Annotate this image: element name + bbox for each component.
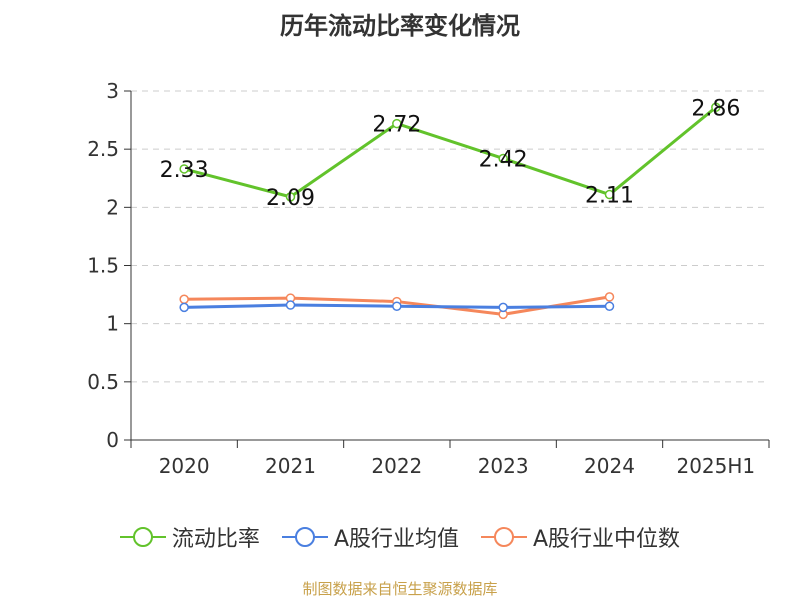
- x-tick-label: 2020: [159, 454, 210, 478]
- y-tick-label: 1: [106, 312, 119, 336]
- data-label: 2.09: [266, 186, 315, 211]
- legend-item[interactable]: 流动比率: [119, 521, 260, 553]
- source-note: 制图数据来自恒生聚源数据库: [302, 580, 498, 598]
- data-point: [179, 164, 189, 174]
- data-point: [498, 302, 508, 313]
- data-label: 2.86: [691, 96, 740, 121]
- legend-swatch-icon: [481, 527, 527, 547]
- legend: 流动比率 A股行业均值 A股行业中位数: [0, 520, 800, 554]
- x-tick-label: 2024: [584, 454, 635, 478]
- legend-label: A股行业中位数: [533, 527, 681, 552]
- legend-label: 流动比率: [171, 527, 260, 552]
- data-point: [711, 102, 721, 113]
- data-point: [392, 118, 402, 129]
- legend-swatch-icon: [119, 527, 166, 547]
- legend-item[interactable]: A股行业中位数: [481, 521, 680, 553]
- data-point: [604, 292, 615, 302]
- data-label: 2.11: [585, 184, 634, 209]
- legend-item[interactable]: A股行业均值: [281, 521, 459, 553]
- data-point: [392, 301, 402, 311]
- grid-layer: [131, 90, 769, 383]
- data-label-layer: 2.33 2.09 2.72 2.42 2.11 2.86: [160, 96, 741, 211]
- y-tick-label: 0: [106, 428, 119, 452]
- y-tick-label: 0.5: [87, 370, 119, 394]
- x-tick-label: 2025H1: [676, 454, 755, 478]
- data-point: [285, 300, 296, 310]
- data-label: 2.42: [479, 147, 528, 172]
- data-label: 2.33: [160, 158, 209, 183]
- legend-swatch-icon: [281, 527, 328, 547]
- y-tick-label: 2.5: [87, 137, 119, 161]
- data-point: [179, 294, 189, 304]
- x-tick-label: 2022: [371, 454, 422, 478]
- series-layer: [179, 102, 721, 320]
- y-tick-label: 1.5: [87, 254, 119, 278]
- data-point: [179, 302, 189, 313]
- chart-title: 历年流动比率变化情况: [280, 12, 520, 40]
- y-tick-label: 2: [106, 195, 119, 219]
- x-tick-label: 2023: [478, 454, 529, 478]
- axis-layer: 0 0.5 1 1.5 2 2.5 3 2020 2021 2022 2023 2024 2025H1: [87, 79, 770, 478]
- data-point: [285, 192, 296, 202]
- legend-label: A股行业均值: [333, 527, 459, 552]
- series-line: [183, 106, 717, 199]
- data-point: [498, 153, 508, 164]
- data-point: [604, 301, 615, 311]
- x-tick-label: 2021: [265, 454, 316, 478]
- y-tick-label: 3: [106, 79, 119, 103]
- data-label: 2.72: [372, 113, 421, 138]
- data-point: [604, 189, 615, 200]
